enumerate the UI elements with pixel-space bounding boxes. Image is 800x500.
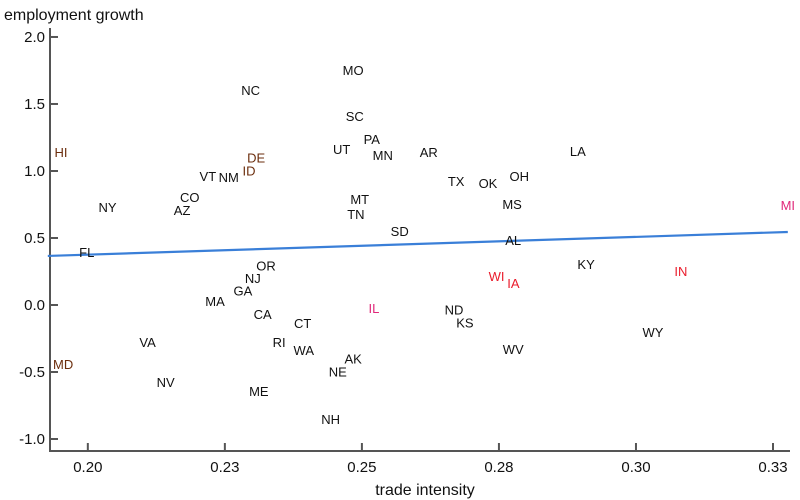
point-label-tn: TN — [347, 207, 364, 222]
point-label-ok: OK — [479, 176, 498, 191]
point-label-nd: ND — [445, 303, 464, 318]
point-label-ky: KY — [577, 257, 595, 272]
y-tick-label: 2.0 — [24, 29, 45, 46]
point-label-mi: MI — [781, 198, 795, 213]
point-label-va: VA — [139, 335, 156, 350]
point-label-mt: MT — [350, 192, 369, 207]
y-tick-label: 1.5 — [24, 96, 45, 113]
point-label-ma: MA — [205, 294, 225, 309]
point-label-wi: WI — [489, 269, 505, 284]
point-label-mo: MO — [343, 63, 364, 78]
point-label-nj: NJ — [245, 271, 261, 286]
point-label-nh: NH — [321, 412, 340, 427]
point-label-ks: KS — [456, 315, 474, 330]
point-label-sd: SD — [391, 224, 409, 239]
point-label-wy: WY — [642, 325, 663, 340]
point-label-ca: CA — [254, 307, 272, 322]
point-label-de: DE — [247, 151, 265, 166]
point-label-nm: NM — [219, 170, 239, 185]
point-label-ct: CT — [294, 316, 311, 331]
point-label-ms: MS — [502, 197, 522, 212]
point-label-wv: WV — [503, 342, 524, 357]
x-tick-label: 0.30 — [621, 459, 650, 476]
chart-title: employment growth — [4, 7, 144, 24]
point-label-al: AL — [505, 233, 521, 248]
point-label-ri: RI — [273, 335, 286, 350]
point-label-ia: IA — [507, 276, 520, 291]
x-tick-label: 0.25 — [347, 459, 376, 476]
y-tick-label: -0.5 — [19, 364, 45, 381]
point-label-ut: UT — [333, 142, 350, 157]
y-tick-label: 1.0 — [24, 163, 45, 180]
point-label-la: LA — [570, 144, 586, 159]
point-label-ga: GA — [234, 283, 253, 298]
point-label-nv: NV — [157, 375, 175, 390]
point-label-mn: MN — [373, 148, 393, 163]
point-label-ar: AR — [420, 145, 438, 160]
x-tick-label: 0.28 — [484, 459, 513, 476]
regression-line — [47, 230, 788, 258]
point-label-fl: FL — [79, 245, 94, 260]
point-label-il: IL — [369, 301, 380, 316]
point-label-vt: VT — [200, 169, 217, 184]
point-label-in: IN — [674, 264, 687, 279]
point-label-az: AZ — [174, 203, 191, 218]
y-tick-label: -1.0 — [19, 431, 45, 448]
point-label-nc: NC — [241, 83, 260, 98]
point-label-id: ID — [242, 163, 255, 178]
point-label-ny: NY — [99, 200, 117, 215]
point-label-wa: WA — [294, 343, 315, 358]
point-label-or: OR — [256, 259, 276, 274]
point-label-hi: HI — [54, 145, 67, 160]
point-label-ne: NE — [329, 364, 347, 379]
point-label-sc: SC — [346, 109, 364, 124]
y-tick-label: 0.5 — [24, 230, 45, 247]
point-label-co: CO — [180, 190, 200, 205]
point-label-tx: TX — [448, 174, 465, 189]
point-label-md: MD — [53, 357, 73, 372]
point-label-me: ME — [249, 384, 269, 399]
x-tick-label: 0.33 — [758, 459, 787, 476]
x-axis-label: trade intensity — [375, 482, 475, 499]
point-label-pa: PA — [364, 132, 381, 147]
y-tick-label: 0.0 — [24, 297, 45, 314]
x-tick-label: 0.23 — [210, 459, 239, 476]
point-label-oh: OH — [509, 169, 529, 184]
point-label-ak: AK — [344, 352, 362, 367]
x-tick-label: 0.20 — [73, 459, 102, 476]
